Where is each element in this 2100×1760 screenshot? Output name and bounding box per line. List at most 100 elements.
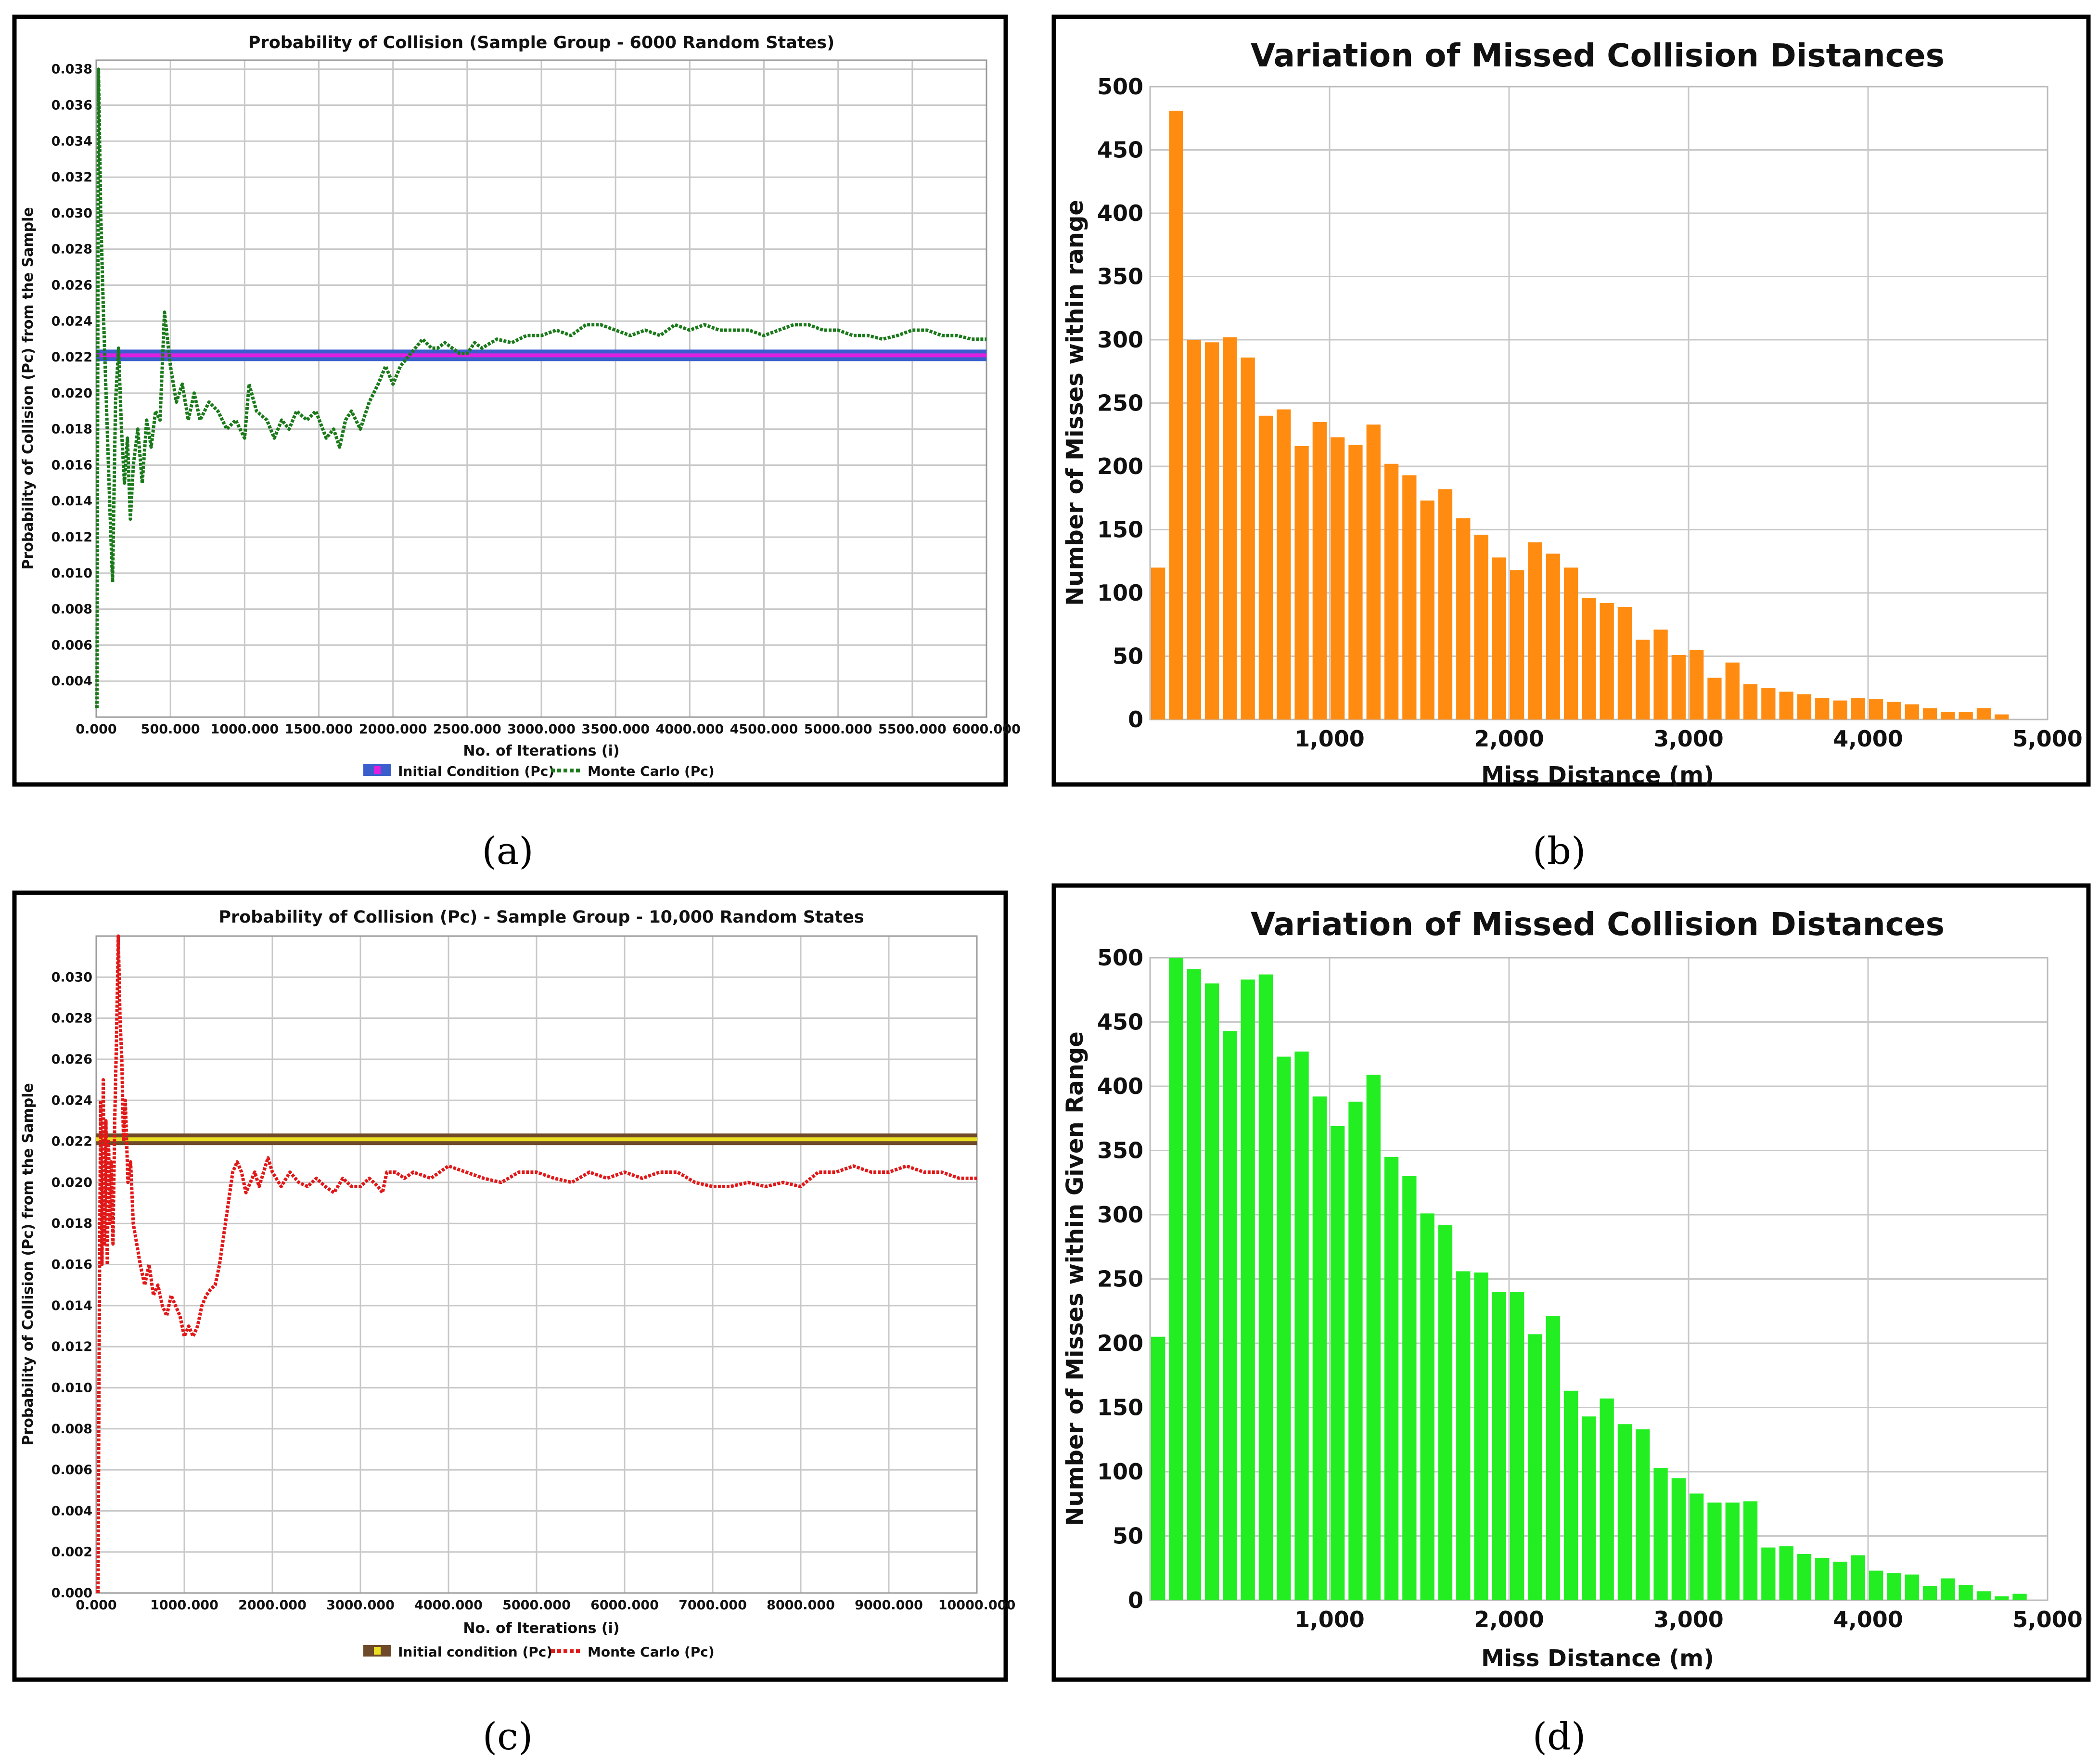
x-tick-label: 2500.000 (433, 722, 501, 737)
y-tick-label: 400 (1097, 200, 1143, 226)
chart-frame (12, 14, 1008, 787)
y-tick-label: 50 (1113, 643, 1143, 669)
histogram-bar (1294, 1051, 1309, 1600)
y-tick-label: 0.012 (51, 1339, 92, 1354)
chart-title: Variation of Missed Collision Distances (1251, 37, 1945, 74)
histogram-bar (1366, 1074, 1381, 1600)
y-tick-label: 0.010 (51, 566, 92, 581)
caption-b: (b) (1533, 830, 1586, 873)
x-tick-label: 5500.000 (878, 722, 947, 737)
histogram-bar (1546, 1316, 1560, 1600)
histogram-bar (1474, 1272, 1488, 1600)
chart-frame (12, 890, 1008, 1682)
y-tick-label: 0.026 (51, 278, 92, 293)
y-tick-label: 0.012 (51, 530, 92, 545)
x-tick-label: 3,000 (1653, 726, 1724, 752)
x-tick-label: 3000.000 (326, 1598, 395, 1613)
legend: Initial Condition (Pc) Monte Carlo (Pc) (363, 763, 715, 779)
x-tick-label: 7000.000 (679, 1598, 747, 1613)
legend-label-initial: Initial condition (Pc) (398, 1644, 552, 1660)
histogram-bar (2012, 1593, 2027, 1600)
y-tick-label: 300 (1097, 1202, 1143, 1228)
caption-d: (d) (1533, 1715, 1586, 1759)
histogram-bar (1941, 1578, 1955, 1600)
y-tick-label: 450 (1097, 137, 1143, 163)
histogram-bar (1815, 698, 1830, 719)
y-tick-label: 0.002 (51, 1545, 92, 1560)
histogram-bar (1277, 409, 1291, 719)
histogram-bar (1671, 655, 1686, 719)
chart-c: Probability of Collision (Pc) - Sample G… (12, 890, 1015, 1682)
histogram-bar (1707, 1503, 1722, 1600)
y-tick-label: 0.020 (51, 1175, 92, 1190)
y-tick-label: 400 (1097, 1073, 1143, 1099)
histogram-bar (1384, 1156, 1399, 1600)
series-monte-carlo (95, 67, 986, 708)
histogram-bar (1151, 1336, 1165, 1600)
x-tick-label: 6000.000 (590, 1598, 659, 1613)
y-tick-label: 0.006 (51, 1463, 92, 1477)
x-tick-label: 4,000 (1833, 1606, 1903, 1632)
plot-area (1149, 86, 2049, 720)
histogram-bar (1905, 1574, 1919, 1600)
histogram-bar (1187, 340, 1201, 719)
y-axis-label: Number of Misses within range (1062, 200, 1088, 606)
chart-title: Probability of Collision (Sample Group -… (248, 33, 834, 52)
x-tick-label: 0.000 (76, 722, 116, 737)
histogram-bar (1617, 1424, 1632, 1600)
x-tick-label: 2000.000 (359, 722, 427, 737)
x-tick-label: 8000.000 (767, 1598, 835, 1613)
histogram-bar (1223, 337, 1237, 719)
y-tick-label: 450 (1097, 1009, 1143, 1035)
histogram-bar (1797, 1554, 1812, 1600)
histogram-bar (1420, 1213, 1434, 1600)
histogram-bar (1563, 1390, 1578, 1600)
x-tick-label: 5000.000 (502, 1598, 571, 1613)
x-axis-label: No. of Iterations (i) (463, 743, 619, 759)
histogram-bar (1725, 1503, 1740, 1600)
histogram-bar (1331, 437, 1345, 719)
y-tick-label: 500 (1097, 945, 1143, 971)
x-tick-label: 5,000 (2012, 1606, 2083, 1632)
histogram-bar (1636, 1429, 1650, 1600)
histogram-bar (1258, 415, 1273, 719)
legend-label-monte-carlo: Monte Carlo (Pc) (588, 1644, 715, 1660)
y-tick-label: 0.018 (51, 422, 92, 437)
histogram-bar (1510, 1292, 1524, 1600)
y-tick-label: 0.030 (51, 970, 92, 985)
histogram-bar (1474, 535, 1488, 719)
x-tick-label: 1000.000 (150, 1598, 218, 1613)
histogram-bar (1456, 1271, 1471, 1600)
histogram-bar (1976, 708, 1991, 719)
x-tick-label: 3000.000 (507, 722, 576, 737)
histogram-bar (1277, 1056, 1291, 1600)
x-tick-label: 1,000 (1294, 1606, 1365, 1632)
y-tick-label: 0.014 (51, 1298, 92, 1313)
y-tick-label: 0.030 (51, 206, 92, 221)
y-tick-label: 350 (1097, 1138, 1143, 1164)
y-tick-label: 0.020 (51, 386, 92, 401)
histogram-bar (1779, 1546, 1793, 1600)
histogram-bar (1312, 1096, 1327, 1600)
y-tick-label: 0.024 (51, 1093, 92, 1108)
histogram-bar (1887, 702, 1901, 719)
histogram-bar (1151, 567, 1165, 719)
histogram-bar (1779, 692, 1793, 719)
y-tick-label: 0.022 (51, 1134, 92, 1149)
histogram-bar (1617, 606, 1632, 719)
bar-series (1151, 958, 2027, 1600)
plot-area (95, 59, 987, 718)
histogram-bar (1438, 1225, 1453, 1600)
chart-a: Probability of Collision (Sample Group -… (12, 14, 1021, 787)
y-axis-label: Number of Misses within Given Range (1062, 1031, 1088, 1526)
y-tick-label: 100 (1097, 580, 1143, 606)
y-tick-label: 0.006 (51, 638, 92, 653)
y-tick-label: 0.028 (51, 242, 92, 257)
y-tick-label: 0.004 (51, 1503, 92, 1518)
histogram-bar (1690, 650, 1704, 719)
y-tick-label: 500 (1097, 74, 1143, 100)
histogram-bar (1653, 629, 1668, 719)
legend: Initial condition (Pc) Monte Carlo (Pc) (363, 1644, 715, 1660)
y-tick-label: 0.024 (51, 314, 92, 329)
